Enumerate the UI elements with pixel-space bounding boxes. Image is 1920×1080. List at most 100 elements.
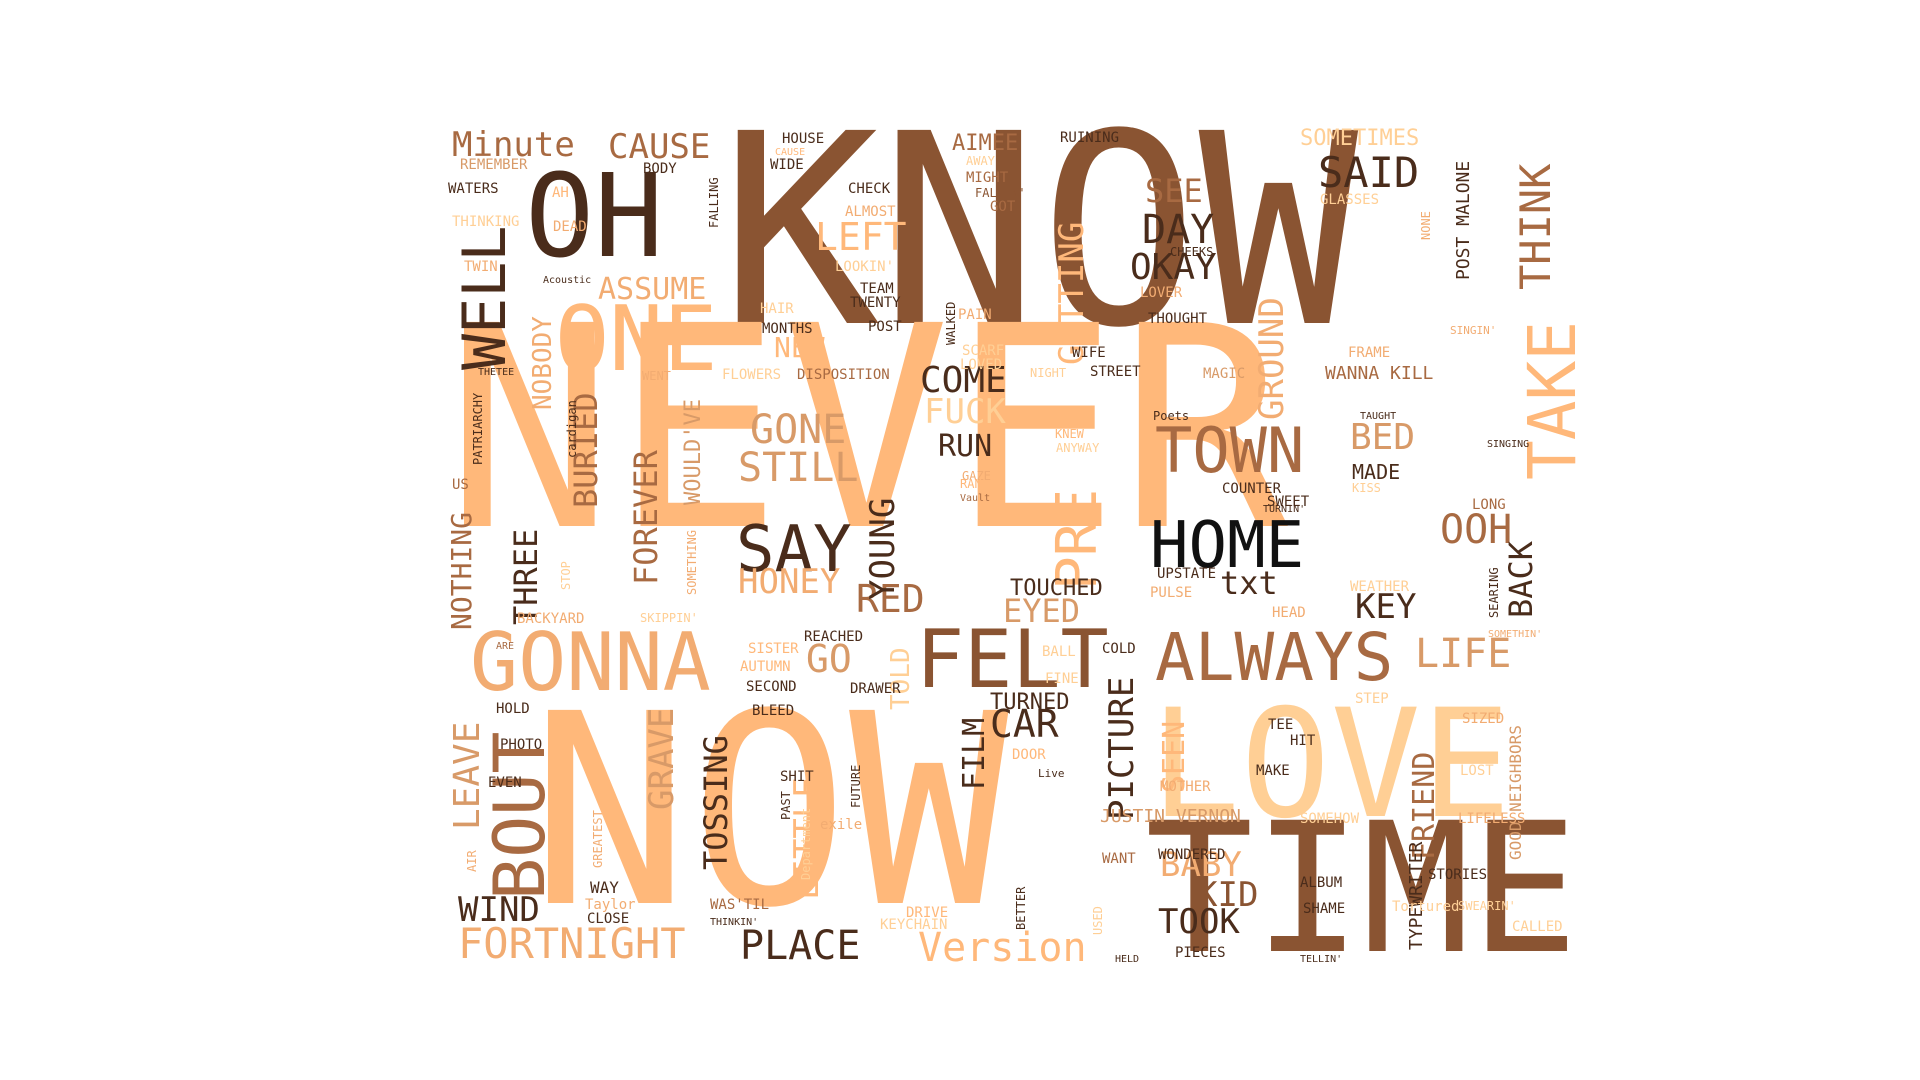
cloud-word: CALLED bbox=[1512, 919, 1563, 935]
cloud-word: Minute bbox=[452, 125, 575, 165]
cloud-word: DEAD bbox=[553, 219, 587, 235]
cloud-word: NIGHT bbox=[1030, 366, 1067, 380]
cloud-word: LOVED bbox=[960, 357, 1003, 373]
cloud-word: DRIVE bbox=[906, 905, 949, 921]
cloud-word: HIT bbox=[1290, 733, 1316, 749]
cloud-word: SKIPPIN' bbox=[640, 611, 698, 625]
cloud-word: DAY bbox=[1142, 207, 1215, 253]
cloud-word: TAKE bbox=[1514, 321, 1591, 480]
cloud-word: WAY bbox=[590, 878, 619, 897]
cloud-word: txt bbox=[1220, 564, 1278, 602]
cloud-word: THINKIN' bbox=[710, 917, 759, 928]
cloud-word: COUNTER bbox=[1222, 481, 1282, 497]
cloud-word: TEE bbox=[1268, 717, 1294, 733]
cloud-word: SOMEHOW bbox=[1300, 811, 1360, 827]
cloud-word: Department bbox=[799, 807, 813, 880]
cloud-word: PAST bbox=[779, 791, 793, 820]
cloud-word: TIME bbox=[1145, 785, 1579, 994]
cloud-word: ALWAYS bbox=[1155, 619, 1394, 696]
cloud-word: CHEEKS bbox=[1170, 245, 1214, 259]
cloud-word: Live bbox=[1038, 767, 1065, 780]
cloud-word: AWAY bbox=[966, 154, 995, 168]
cloud-word: Taylor bbox=[585, 897, 636, 913]
cloud-word: WOULD'VE bbox=[681, 399, 706, 505]
cloud-word: WIDE bbox=[770, 157, 804, 173]
cloud-word: FORTNIGHT bbox=[458, 919, 686, 968]
cloud-word: DOOR bbox=[1012, 747, 1046, 763]
cloud-word: TAUGHT bbox=[1360, 411, 1397, 422]
cloud-word: WAS'TIL bbox=[710, 897, 770, 913]
cloud-word: PLACE bbox=[740, 923, 861, 969]
cloud-word: KEY bbox=[1355, 587, 1417, 627]
cloud-word: POST MALONE bbox=[1453, 160, 1474, 280]
cloud-word: FELT bbox=[916, 613, 1109, 706]
cloud-word: LOVE bbox=[1150, 678, 1512, 852]
cloud-word: STREET bbox=[1090, 364, 1141, 380]
cloud-word: SIZED bbox=[1462, 711, 1505, 727]
cloud-word: UPSTATE bbox=[1157, 566, 1217, 582]
cloud-word: WANNA KILL bbox=[1325, 363, 1434, 384]
cloud-word: BOUT bbox=[479, 731, 561, 900]
cloud-word: MADE bbox=[1352, 460, 1401, 484]
cloud-word: NEW bbox=[774, 331, 825, 364]
cloud-word: PULSE bbox=[1150, 585, 1193, 601]
cloud-word: FALLIN' bbox=[975, 186, 1026, 200]
cloud-word: LEAVE bbox=[447, 721, 488, 830]
cloud-word: KNOW bbox=[720, 78, 1359, 386]
cloud-word: Version bbox=[918, 925, 1087, 971]
cloud-word: OKAY bbox=[1130, 247, 1217, 288]
cloud-word: HONEY bbox=[738, 562, 841, 602]
cloud-word: MAKE bbox=[1256, 763, 1290, 779]
cloud-word: CLOSE bbox=[587, 911, 630, 927]
cloud-word: SECOND bbox=[746, 679, 797, 695]
cloud-word: ALMOST bbox=[845, 204, 896, 220]
cloud-word: NOBODY bbox=[528, 316, 558, 410]
cloud-word: THETEE bbox=[478, 367, 515, 378]
cloud-word: OH bbox=[525, 150, 664, 284]
cloud-word: SHIT bbox=[780, 769, 814, 785]
cloud-word: SINGING bbox=[1487, 439, 1530, 450]
cloud-word: GOOD NEIGHBORS bbox=[1506, 725, 1525, 860]
cloud-word: BABY bbox=[1160, 845, 1242, 885]
cloud-word: Vault bbox=[960, 493, 991, 504]
cloud-word: REACHED bbox=[804, 629, 864, 645]
cloud-word: CHECK bbox=[848, 181, 891, 197]
cloud-word: LIFELESS bbox=[1458, 811, 1526, 827]
cloud-word: STEP bbox=[1355, 691, 1389, 707]
cloud-word: KISS bbox=[1352, 481, 1381, 495]
cloud-word: SINGIN' bbox=[1450, 324, 1497, 337]
cloud-word: HOUSE bbox=[782, 131, 825, 147]
cloud-word: WATERS bbox=[448, 181, 499, 197]
cloud-word: KID bbox=[1197, 875, 1259, 915]
cloud-word: FLOWERS bbox=[722, 367, 782, 383]
cloud-word: STORIES bbox=[1428, 867, 1488, 883]
cloud-word: JUSTIN VERNON bbox=[1100, 806, 1241, 827]
cloud-word: LOOKIN' bbox=[835, 259, 895, 275]
cloud-word: GONE bbox=[750, 407, 847, 453]
cloud-word: POST bbox=[868, 319, 902, 335]
cloud-word: GREATEST bbox=[591, 810, 605, 868]
cloud-word: TOLD bbox=[886, 647, 916, 710]
cloud-word: LIFE bbox=[1415, 631, 1512, 677]
cloud-word: SEE bbox=[1145, 172, 1203, 210]
cloud-word: ARE bbox=[496, 641, 515, 652]
cloud-word: GRAVE bbox=[642, 707, 682, 810]
cloud-word: BACKYARD bbox=[517, 611, 585, 627]
cloud-word: SEARING bbox=[1487, 567, 1501, 618]
cloud-word: NOTHING bbox=[445, 511, 478, 630]
cloud-word: LOVER bbox=[1140, 285, 1183, 301]
cloud-word: FINE bbox=[1045, 671, 1079, 687]
cloud-word: KEYCHAIN bbox=[880, 917, 948, 933]
cloud-word: BODY bbox=[643, 161, 677, 177]
cloud-word: NONE bbox=[1419, 211, 1433, 240]
cloud-word: PIECES bbox=[1175, 945, 1226, 961]
cloud-word: GO bbox=[806, 637, 852, 681]
cloud-word: AIMEE bbox=[952, 131, 1019, 156]
cloud-word: PRE bbox=[1045, 488, 1110, 590]
cloud-word: AUTUMN bbox=[740, 659, 791, 675]
cloud-word: WANT bbox=[1102, 851, 1136, 867]
cloud-word: TURNED bbox=[990, 690, 1070, 715]
cloud-word: SAY bbox=[736, 513, 852, 587]
cloud-word: WENT bbox=[642, 369, 671, 383]
